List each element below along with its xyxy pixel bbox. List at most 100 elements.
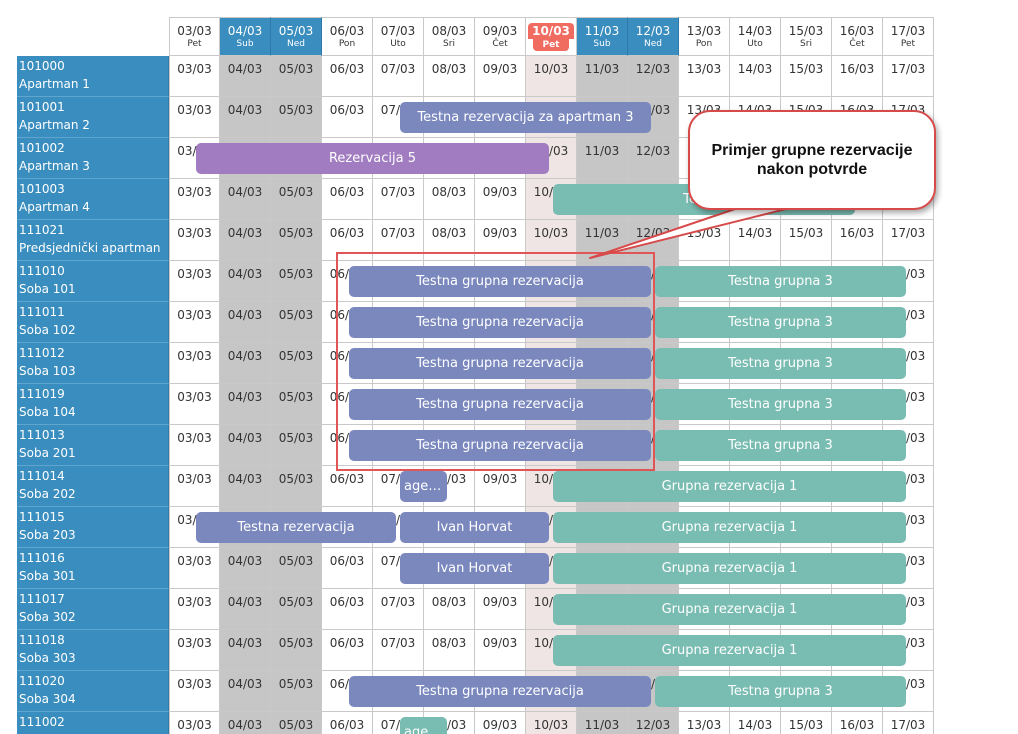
day-cell[interactable]: 04/03 xyxy=(220,343,271,384)
day-cell[interactable]: 09/03 xyxy=(475,589,526,630)
date-header[interactable]: 09/03 Čet xyxy=(475,17,526,56)
day-cell[interactable]: 03/03 xyxy=(169,220,220,261)
day-cell[interactable]: 03/03 xyxy=(169,56,220,97)
day-cell[interactable]: 05/03 xyxy=(271,466,322,507)
reservation-bar[interactable]: Testna grupna 3 xyxy=(655,307,906,338)
day-cell[interactable]: 12/03 xyxy=(628,56,679,97)
day-cell[interactable]: 05/03 xyxy=(271,302,322,343)
reservation-bar[interactable]: Testna rezervacija za apartman 3 xyxy=(400,102,651,133)
day-cell[interactable]: 08/03 xyxy=(424,56,475,97)
room-label[interactable]: 101002 Apartman 3 xyxy=(17,138,169,179)
date-header[interactable]: 06/03 Pon xyxy=(322,17,373,56)
room-label[interactable]: 111018 Soba 303 xyxy=(17,630,169,671)
reservation-bar[interactable]: Testna grupna 3 xyxy=(655,676,906,707)
reservation-bar[interactable]: Testna grupna rezervacija xyxy=(349,348,651,379)
day-cell[interactable]: 17/03 xyxy=(883,220,934,261)
reservation-bar[interactable]: Testna grupna 3 xyxy=(655,266,906,297)
date-header[interactable]: 07/03 Uto xyxy=(373,17,424,56)
reservation-bar[interactable]: Testna grupna rezervacija xyxy=(349,266,651,297)
day-cell[interactable]: 06/03 xyxy=(322,712,373,734)
day-cell[interactable]: 11/03 xyxy=(577,220,628,261)
day-cell[interactable]: 05/03 xyxy=(271,548,322,589)
day-cell[interactable]: 06/03 xyxy=(322,56,373,97)
reservation-bar[interactable]: Ivan Horvat xyxy=(400,553,549,584)
day-cell[interactable]: 05/03 xyxy=(271,261,322,302)
date-header[interactable]: 08/03 Sri xyxy=(424,17,475,56)
day-cell[interactable]: 08/03 xyxy=(424,630,475,671)
day-cell[interactable]: 03/03 xyxy=(169,630,220,671)
day-cell[interactable]: 07/03 xyxy=(373,220,424,261)
reservation-bar[interactable]: agen… xyxy=(400,471,447,502)
reservation-bar[interactable]: Grupna rezervacija 1 xyxy=(553,635,906,666)
day-cell[interactable]: 03/03 xyxy=(169,671,220,712)
day-cell[interactable]: 05/03 xyxy=(271,630,322,671)
day-cell[interactable]: 05/03 xyxy=(271,56,322,97)
room-label[interactable]: 101001 Apartman 2 xyxy=(17,97,169,138)
day-cell[interactable]: 09/03 xyxy=(475,179,526,220)
day-cell[interactable]: 06/03 xyxy=(322,466,373,507)
reservation-bar[interactable]: Testna grupna rezervacija xyxy=(349,430,651,461)
room-label[interactable]: 111016 Soba 301 xyxy=(17,548,169,589)
reservation-bar[interactable]: Testna grupna rezervacija xyxy=(349,389,651,420)
day-cell[interactable]: 11/03 xyxy=(577,712,628,734)
day-cell[interactable]: 17/03 xyxy=(883,712,934,734)
day-cell[interactable]: 04/03 xyxy=(220,261,271,302)
date-header[interactable]: 13/03 Pon xyxy=(679,17,730,56)
day-cell[interactable]: 03/03 xyxy=(169,302,220,343)
day-cell[interactable]: 09/03 xyxy=(475,466,526,507)
date-header[interactable]: 16/03 Čet xyxy=(832,17,883,56)
day-cell[interactable]: 05/03 xyxy=(271,425,322,466)
reservation-bar[interactable]: Ivan Horvat xyxy=(400,512,549,543)
day-cell[interactable]: 04/03 xyxy=(220,466,271,507)
day-cell[interactable]: 10/03 xyxy=(526,56,577,97)
day-cell[interactable]: 04/03 xyxy=(220,548,271,589)
day-cell[interactable]: 06/03 xyxy=(322,548,373,589)
day-cell[interactable]: 05/03 xyxy=(271,343,322,384)
day-cell[interactable]: 06/03 xyxy=(322,630,373,671)
day-cell[interactable]: 04/03 xyxy=(220,630,271,671)
room-label[interactable]: 101003 Apartman 4 xyxy=(17,179,169,220)
day-cell[interactable]: 07/03 xyxy=(373,589,424,630)
day-cell[interactable]: 06/03 xyxy=(322,179,373,220)
room-label[interactable]: 111010 Soba 101 xyxy=(17,261,169,302)
day-cell[interactable]: 13/03 xyxy=(679,220,730,261)
day-cell[interactable]: 09/03 xyxy=(475,56,526,97)
room-label[interactable]: 111015 Soba 203 xyxy=(17,507,169,548)
date-header[interactable]: 05/03 Ned xyxy=(271,17,322,56)
reservation-bar[interactable]: Grupna rezervacija 1 xyxy=(553,594,906,625)
day-cell[interactable]: 16/03 xyxy=(832,712,883,734)
reservation-bar[interactable]: Testna grupna 3 xyxy=(655,430,906,461)
day-cell[interactable]: 05/03 xyxy=(271,671,322,712)
day-cell[interactable]: 16/03 xyxy=(832,220,883,261)
reservation-bar[interactable]: Testna grupna 3 xyxy=(655,348,906,379)
day-cell[interactable]: 03/03 xyxy=(169,384,220,425)
date-header[interactable]: 03/03 Pet xyxy=(169,17,220,56)
day-cell[interactable]: 05/03 xyxy=(271,589,322,630)
reservation-bar[interactable]: Testna grupna 3 xyxy=(655,389,906,420)
day-cell[interactable]: 08/03 xyxy=(424,179,475,220)
day-cell[interactable]: 11/03 xyxy=(577,56,628,97)
reservation-bar[interactable]: Testna grupna rezervacija xyxy=(349,307,651,338)
date-header[interactable]: 04/03 Sub xyxy=(220,17,271,56)
day-cell[interactable]: 12/03 xyxy=(628,138,679,179)
day-cell[interactable]: 04/03 xyxy=(220,179,271,220)
day-cell[interactable]: 03/03 xyxy=(169,589,220,630)
room-label[interactable]: 111013 Soba 201 xyxy=(17,425,169,466)
date-header[interactable]: 14/03 Uto xyxy=(730,17,781,56)
day-cell[interactable]: 15/03 xyxy=(781,220,832,261)
day-cell[interactable]: 05/03 xyxy=(271,97,322,138)
day-cell[interactable]: 10/03 xyxy=(526,220,577,261)
day-cell[interactable]: 09/03 xyxy=(475,712,526,734)
day-cell[interactable]: 06/03 xyxy=(322,97,373,138)
reservation-bar[interactable]: agen… xyxy=(400,717,447,734)
day-cell[interactable]: 05/03 xyxy=(271,179,322,220)
day-cell[interactable]: 04/03 xyxy=(220,384,271,425)
day-cell[interactable]: 09/03 xyxy=(475,220,526,261)
day-cell[interactable]: 06/03 xyxy=(322,220,373,261)
day-cell[interactable]: 04/03 xyxy=(220,302,271,343)
day-cell[interactable]: 14/03 xyxy=(730,220,781,261)
day-cell[interactable]: 14/03 xyxy=(730,56,781,97)
day-cell[interactable]: 03/03 xyxy=(169,261,220,302)
day-cell[interactable]: 04/03 xyxy=(220,56,271,97)
room-label[interactable]: 111017 Soba 302 xyxy=(17,589,169,630)
